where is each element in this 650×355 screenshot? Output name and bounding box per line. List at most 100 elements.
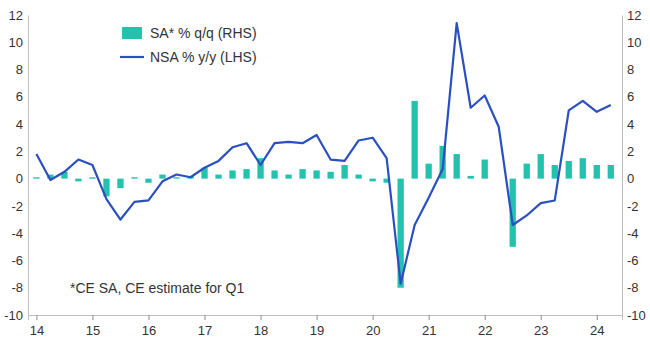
y2-axis-tick-label: -4	[627, 226, 639, 241]
x-axis-tick-label: 17	[198, 323, 212, 338]
y2-axis-tick-label: 0	[627, 171, 634, 186]
bar	[243, 169, 249, 179]
y-axis-tick: 8	[16, 62, 28, 77]
bar	[215, 175, 221, 179]
y2-axis-tick-label: -2	[627, 199, 639, 214]
y-axis-tick-label: 6	[16, 89, 23, 104]
x-axis-tick-label: 20	[366, 323, 380, 338]
x-axis-tick-label: 22	[478, 323, 492, 338]
x-axis-tick: 14	[30, 315, 44, 338]
bar	[594, 165, 600, 179]
x-axis-tick-mark	[261, 315, 262, 320]
bar	[229, 170, 235, 178]
bar	[580, 158, 586, 178]
chart: 1415161718192021222324-10-8-6-4-20246810…	[0, 0, 650, 355]
y-axis-tick: 6	[16, 89, 28, 104]
y2-axis-line	[622, 16, 623, 316]
y2-axis-tick: 6	[622, 89, 634, 104]
y-axis-tick-label: 0	[16, 171, 23, 186]
line	[36, 23, 610, 283]
y-axis-tick: -6	[11, 253, 28, 268]
x-axis-tick: 15	[86, 315, 100, 338]
y-axis-tick-label: 4	[16, 117, 23, 132]
y2-axis-tick: -10	[622, 308, 646, 323]
y2-axis-tick-label: 10	[627, 35, 641, 50]
x-axis-tick-mark	[541, 315, 542, 320]
bar	[496, 178, 502, 179]
y-axis-tick-label: 8	[16, 62, 23, 77]
bar	[538, 154, 544, 179]
bar	[426, 164, 432, 179]
y2-axis-tick: 4	[622, 117, 634, 132]
bar	[524, 164, 530, 179]
x-axis-tick: 23	[534, 315, 548, 338]
y-axis-tick: 4	[16, 117, 28, 132]
y-axis-tick: -2	[11, 199, 28, 214]
x-axis-tick: 24	[590, 315, 604, 338]
y-axis-tick-label: -2	[11, 199, 23, 214]
plot-area	[33, 23, 614, 288]
bar	[566, 161, 572, 179]
bar	[482, 160, 488, 179]
y2-axis-tick-label: 4	[627, 117, 634, 132]
x-axis-tick: 16	[142, 315, 156, 338]
x-axis-tick-mark	[429, 315, 430, 320]
x-axis-tick: 20	[366, 315, 380, 338]
bar	[33, 177, 39, 178]
bar	[355, 175, 361, 179]
x-axis-tick-label: 23	[534, 323, 548, 338]
x-axis-tick-mark	[485, 315, 486, 320]
y-axis-tick: -4	[11, 226, 28, 241]
bar	[285, 175, 291, 179]
x-axis-tick-mark	[373, 315, 374, 320]
y-axis-tick-label: 2	[16, 144, 23, 159]
y-axis-tick: -8	[11, 280, 28, 295]
y-axis-tick: 0	[16, 171, 28, 186]
bar	[89, 177, 95, 178]
legend-label: NSA % y/y (LHS)	[150, 49, 257, 65]
bar	[131, 177, 137, 178]
y2-axis-tick: -8	[622, 280, 639, 295]
y-axis-tick-label: 10	[9, 35, 23, 50]
legend: SA* % q/q (RHS) NSA % y/y (LHS)	[120, 25, 257, 65]
y2-axis-tick: -6	[622, 253, 639, 268]
x-axis-tick: 22	[478, 315, 492, 338]
bar	[145, 179, 151, 183]
bar	[75, 179, 81, 182]
y-axis-line	[28, 16, 29, 316]
annotation: *CE SA, CE estimate for Q1	[70, 280, 244, 296]
bar	[117, 179, 123, 189]
y2-axis-tick-label: -8	[627, 280, 639, 295]
y-axis-tick-label: -6	[11, 253, 23, 268]
x-axis-tick-label: 14	[30, 323, 44, 338]
bar	[369, 179, 375, 182]
x-axis-tick-label: 15	[86, 323, 100, 338]
y2-axis-tick-label: -6	[627, 253, 639, 268]
x-axis-tick-mark	[317, 315, 318, 320]
y2-axis: -10-8-6-4-2024681012	[622, 8, 646, 323]
y2-axis-tick: 0	[622, 171, 634, 186]
x-axis-tick-mark	[205, 315, 206, 320]
y-axis-tick-label: -4	[11, 226, 23, 241]
x-axis-tick-mark	[148, 315, 149, 320]
legend-swatch	[122, 27, 142, 39]
legend-label: SA* % q/q (RHS)	[150, 25, 257, 41]
bar	[159, 175, 165, 179]
bar	[341, 165, 347, 179]
y-axis-tick: -10	[4, 308, 28, 323]
bar	[327, 172, 333, 179]
y2-axis-tick: -2	[622, 199, 639, 214]
y2-axis-tick: -4	[622, 226, 639, 241]
x-axis-tick-label: 24	[590, 323, 604, 338]
x-axis-tick-mark	[92, 315, 93, 320]
legend-swatch	[120, 56, 144, 58]
x-axis-tick: 21	[422, 315, 436, 338]
bar	[313, 170, 319, 178]
x-axis-line	[29, 316, 623, 321]
bar	[412, 101, 418, 179]
y-axis-tick: 12	[9, 8, 28, 23]
y2-axis-tick: 2	[622, 144, 634, 159]
y-axis-tick: 2	[16, 144, 28, 159]
x-axis-tick: 19	[310, 315, 324, 338]
bar	[271, 170, 277, 178]
